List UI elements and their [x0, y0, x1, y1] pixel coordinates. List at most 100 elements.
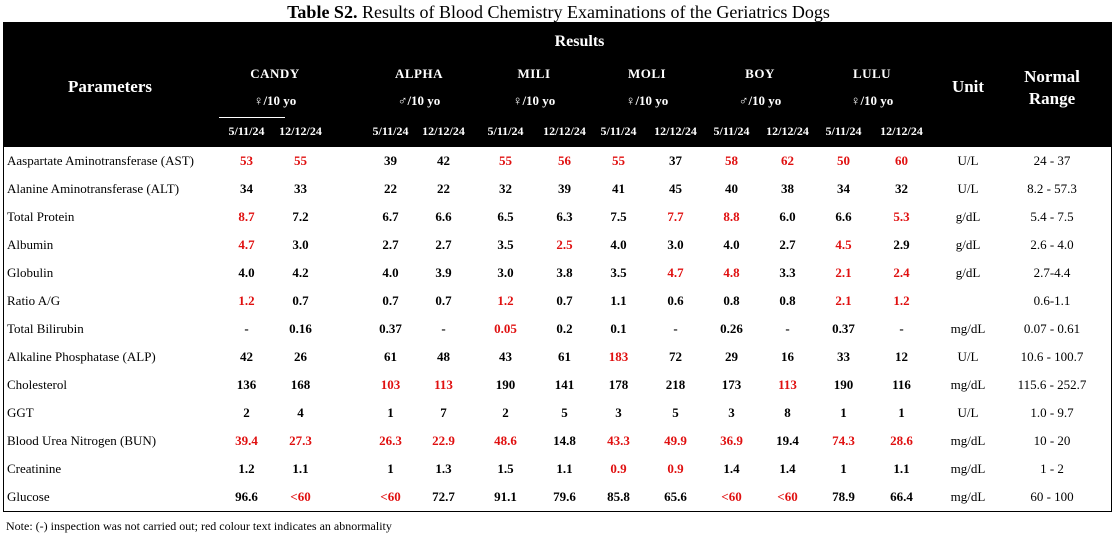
value-cell: 3.9 — [435, 265, 452, 280]
parameter-name: Total Bilirubin — [7, 321, 84, 336]
value-cell: 33 — [294, 181, 307, 196]
value-cell: 4.0 — [382, 265, 399, 280]
header-underline — [219, 117, 285, 118]
date-header: 5/11/24 — [372, 124, 409, 138]
value-cell: 12 — [895, 349, 908, 364]
dog-name-header: MILI — [517, 66, 551, 81]
table-title-text: Results of Blood Chemistry Examinations … — [357, 2, 830, 22]
unit-cell: U/L — [957, 181, 979, 196]
value-cell: 34 — [837, 181, 850, 196]
abnormal-value-cell: 39.4 — [235, 433, 258, 448]
value-cell: 45 — [669, 181, 682, 196]
abnormal-value-cell: 48.6 — [494, 433, 517, 448]
value-cell: 1 — [840, 461, 847, 476]
date-header: 5/11/24 — [713, 124, 750, 138]
abnormal-value-cell: 4.7 — [667, 265, 684, 280]
value-cell: - — [673, 321, 678, 336]
parameter-name: Blood Urea Nitrogen (BUN) — [7, 433, 157, 448]
value-cell: 1 — [387, 461, 394, 476]
unit-cell: mg/dL — [950, 321, 986, 336]
abnormal-value-cell: <60 — [290, 489, 311, 504]
value-cell: 1.1 — [893, 461, 910, 476]
date-header: 12/12/24 — [880, 124, 923, 138]
parameters-header: Parameters — [68, 77, 153, 96]
value-cell: 39 — [558, 181, 571, 196]
abnormal-value-cell: <60 — [380, 489, 401, 504]
abnormal-value-cell: 7.7 — [667, 209, 684, 224]
value-cell: 43 — [499, 349, 512, 364]
value-cell: 5 — [561, 405, 568, 420]
value-cell: 19.4 — [776, 433, 799, 448]
abnormal-value-cell: 0.9 — [610, 461, 627, 476]
value-cell: 1 — [387, 405, 394, 420]
value-cell: 2 — [243, 405, 250, 420]
value-cell: 7 — [440, 405, 447, 420]
normal-range-cell: 10.6 - 100.7 — [1020, 349, 1084, 364]
value-cell: 61 — [384, 349, 397, 364]
value-cell: 72 — [669, 349, 682, 364]
value-cell: 34 — [240, 181, 253, 196]
abnormal-value-cell: 5.3 — [893, 209, 910, 224]
abnormal-value-cell: 49.9 — [664, 433, 687, 448]
abnormal-value-cell: 50 — [837, 153, 850, 168]
value-cell: 4.0 — [610, 237, 627, 252]
normal-range-header: Normal Range — [993, 66, 1111, 110]
value-cell: 5 — [672, 405, 679, 420]
abnormal-value-cell: 56 — [558, 153, 571, 168]
value-cell: 0.2 — [556, 321, 573, 336]
value-cell: 3.0 — [667, 237, 684, 252]
value-cell: 0.7 — [435, 293, 452, 308]
value-cell: 1.1 — [292, 461, 309, 476]
value-cell: 41 — [612, 181, 625, 196]
table-row: Creatinine 1.2 1.1 1 1.3 1.5 1.1 0.9 0.9 1.4 1.4 1 1… — [4, 455, 1111, 483]
dog-name-header: LULU — [852, 66, 892, 81]
value-cell: 0.37 — [379, 321, 402, 336]
dog-sex-age-header: ♀/10 yo — [850, 93, 894, 108]
value-cell: 0.26 — [720, 321, 743, 336]
unit-cell: U/L — [957, 349, 979, 364]
value-cell: 4.2 — [292, 265, 309, 280]
value-cell: 6.6 — [435, 209, 452, 224]
value-cell: 0.6 — [667, 293, 684, 308]
unit-cell: mg/dL — [950, 489, 986, 504]
value-cell: 22 — [437, 181, 450, 196]
value-cell: 0.7 — [292, 293, 309, 308]
results-header: Results — [554, 33, 605, 50]
abnormal-value-cell: 2.5 — [556, 237, 573, 252]
value-cell: - — [441, 321, 446, 336]
value-cell: 6.3 — [556, 209, 573, 224]
value-cell: 0.7 — [556, 293, 573, 308]
parameter-name: Aaspartate Aminotransferase (AST) — [7, 153, 194, 168]
unit-cell: U/L — [957, 405, 979, 420]
dog-name-header: ALPHA — [395, 66, 443, 81]
value-cell: 1 — [898, 405, 905, 420]
abnormal-value-cell: 55 — [294, 153, 307, 168]
abnormal-value-cell: 2.1 — [835, 293, 852, 308]
value-cell: 1.4 — [779, 461, 796, 476]
table-title: Table S2. Results of Blood Chemistry Exa… — [0, 1, 1117, 23]
table-row: Ratio A/G 1.2 0.7 0.7 0.7 1.2 0.7 1.1 0.6 0.8 0.8 2… — [4, 287, 1111, 315]
date-header: 5/11/24 — [228, 124, 265, 138]
value-cell: 65.6 — [664, 489, 687, 504]
value-cell: 1.1 — [610, 293, 627, 308]
value-cell: 6.7 — [382, 209, 399, 224]
value-cell: 168 — [290, 377, 311, 392]
abnormal-value-cell: 183 — [608, 349, 629, 364]
abnormal-value-cell: 113 — [434, 377, 453, 392]
value-cell: 2.9 — [893, 237, 910, 252]
date-header: 12/12/24 — [766, 124, 809, 138]
normal-range-cell: 2.6 - 4.0 — [1030, 237, 1074, 252]
value-cell: 91.1 — [494, 489, 517, 504]
normal-range-cell: 5.4 - 7.5 — [1030, 209, 1074, 224]
unit-cell: mg/dL — [950, 433, 986, 448]
table-row: Total Bilirubin - 0.16 0.37 - 0.05 0.2 0.1 - 0.26… — [4, 315, 1111, 343]
value-cell: 42 — [240, 349, 253, 364]
dog-sex-age-header: ♀/10 yo — [625, 93, 669, 108]
table-row: Alkaline Phosphatase (ALP) 42 26 61 48 43 61 18… — [4, 343, 1111, 371]
value-cell: 0.8 — [723, 293, 740, 308]
abnormal-value-cell: <60 — [721, 489, 742, 504]
normal-range-cell: 0.07 - 0.61 — [1023, 321, 1081, 336]
abnormal-value-cell: 2.1 — [835, 265, 852, 280]
value-cell: 1.2 — [238, 461, 255, 476]
normal-range-header-line1: Normal — [1024, 67, 1080, 86]
